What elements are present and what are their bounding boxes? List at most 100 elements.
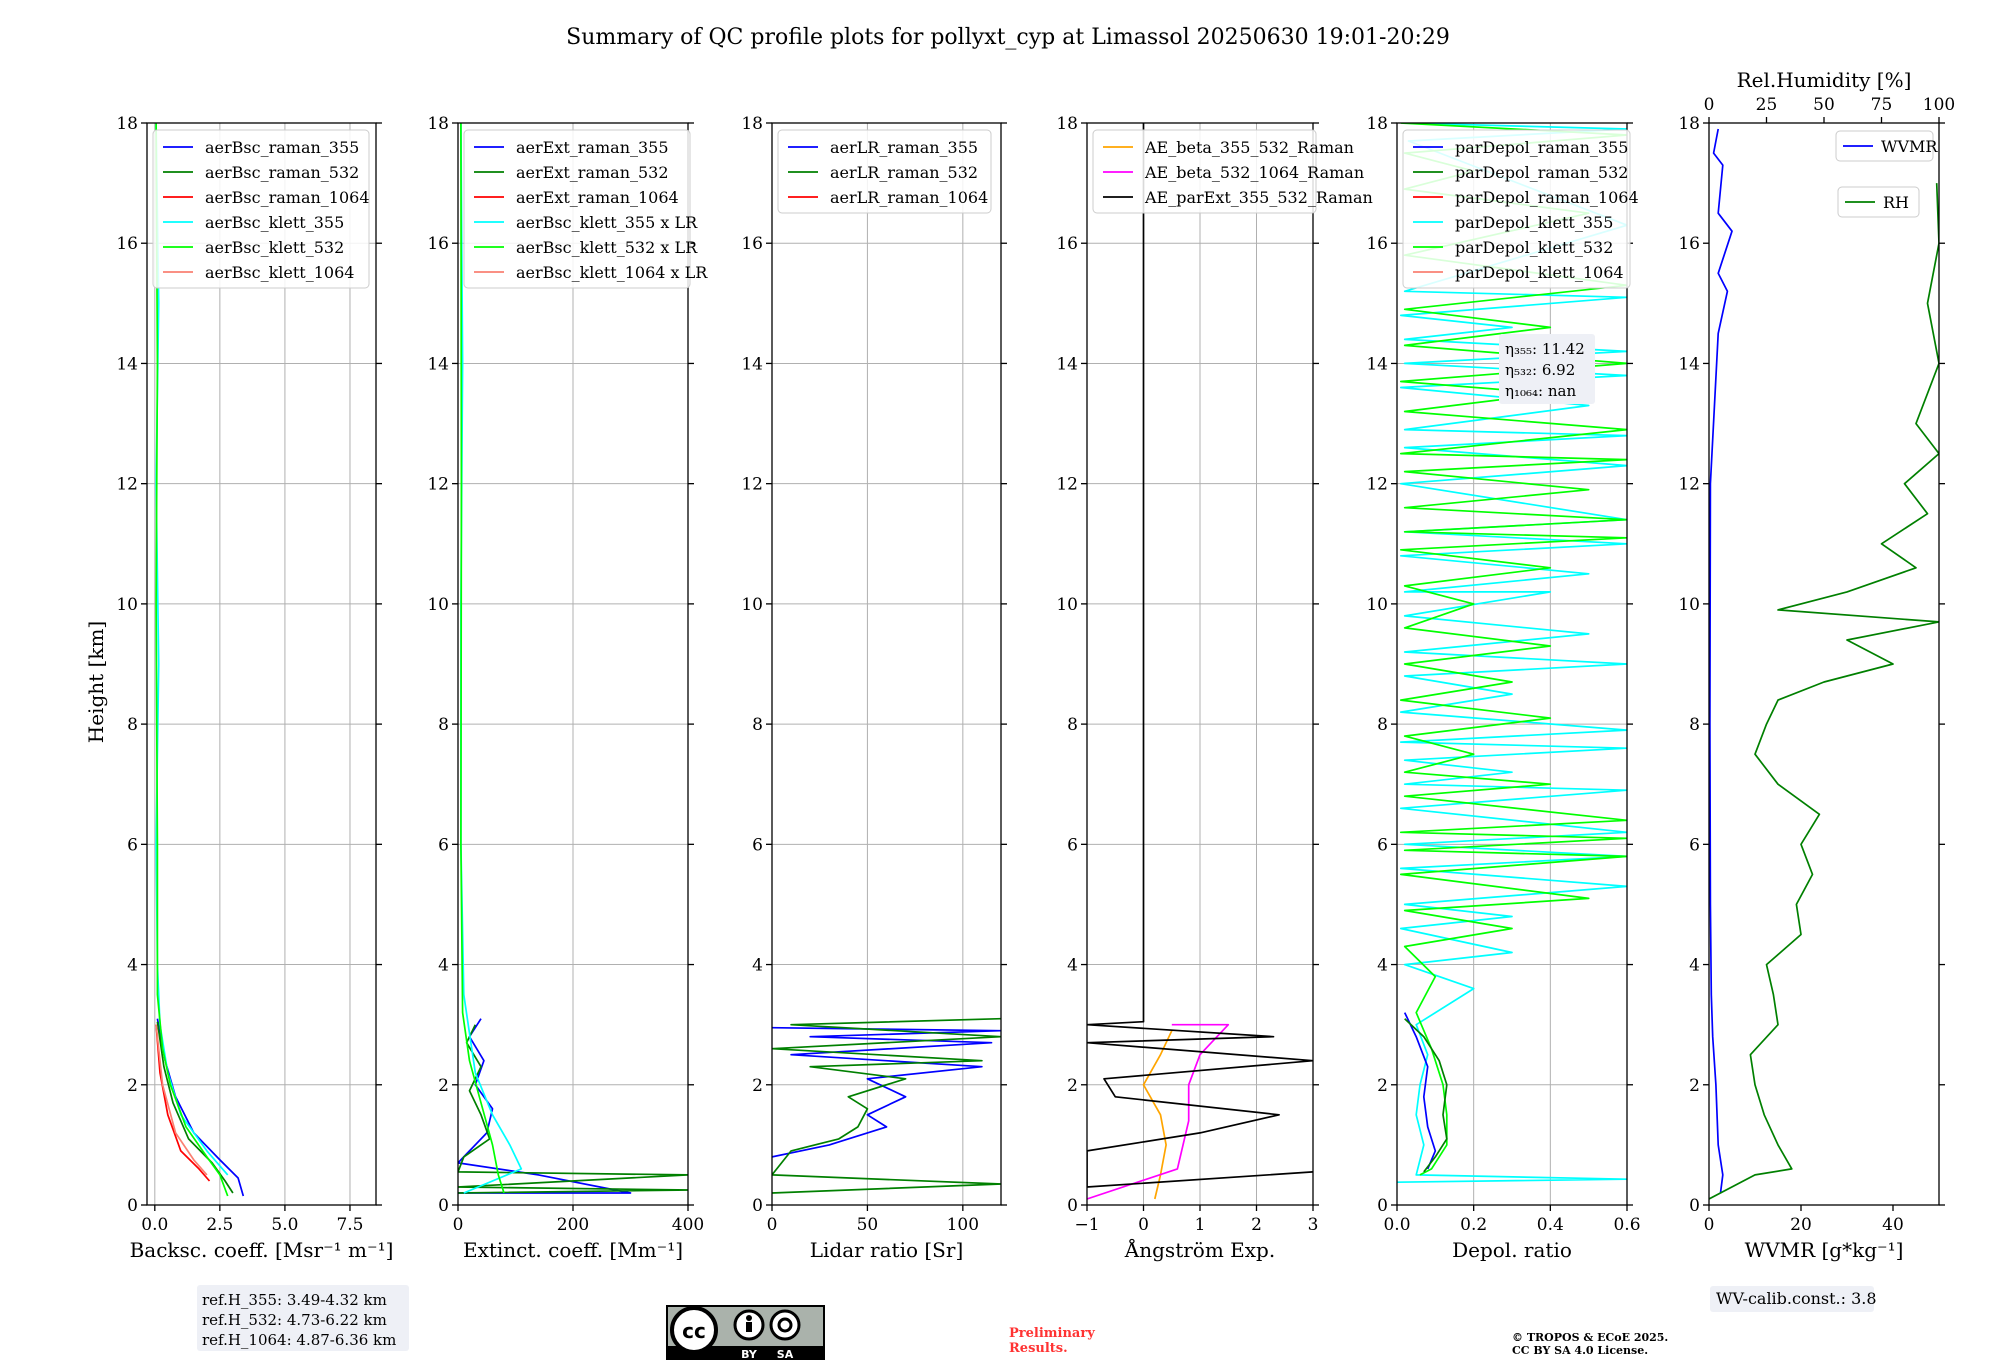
- y-tick-label: 12: [1056, 475, 1078, 495]
- legend-label-wvmr: WVMR: [1881, 137, 1938, 156]
- depol-annotation-box: [1499, 334, 1595, 404]
- preliminary-label-line2: Results.: [1009, 1341, 1068, 1356]
- series-line-aerExt_raman_532: [458, 1024, 688, 1194]
- x-axis-label: Depol. ratio: [1452, 1238, 1572, 1262]
- ref-height-355: ref.H_355: 3.49-4.32 km: [202, 1291, 387, 1309]
- x2-axis-label: Rel.Humidity [%]: [1737, 68, 1912, 92]
- x-tick-label: 200: [557, 1215, 589, 1235]
- y-tick-label: 8: [127, 715, 138, 735]
- figure-title: Summary of QC profile plots for pollyxt_…: [566, 25, 1450, 50]
- series-line-parDepol_raman_532: [1404, 1018, 1448, 1173]
- y-tick-label: 4: [1689, 956, 1700, 976]
- series-line-parDepol_raman_355: [1403, 1012, 1437, 1170]
- legend-box-rh: [1837, 186, 1920, 218]
- series-line-aerBsc_raman_1064: [155, 1024, 211, 1182]
- series-line-aerBsc_raman_532: [156, 1021, 234, 1194]
- y-tick-label: 14: [741, 354, 763, 374]
- y-tick-label: 18: [1678, 114, 1700, 134]
- legend-label: aerBsc_klett_532 x LR: [516, 238, 698, 257]
- y-tick-label: 18: [427, 114, 449, 134]
- x-tick-label: 0: [453, 1215, 464, 1235]
- series-line-parDepol_klett_355: [1397, 123, 1627, 1184]
- cc-sa-label: SA: [777, 1348, 794, 1360]
- x-tick-label: 0.4: [1537, 1215, 1564, 1235]
- legend-label: parDepol_raman_1064: [1455, 188, 1639, 207]
- x-tick-label: 100: [947, 1215, 979, 1235]
- series-group: [772, 1017, 1001, 1194]
- legend-box: [777, 129, 992, 214]
- y-tick-label: 8: [1067, 715, 1078, 735]
- cc-icon: [670, 1306, 718, 1354]
- y-tick-label: 10: [1678, 595, 1700, 615]
- series-line-aerBsc_klett_1064: [155, 1024, 208, 1176]
- legend-label: AE_parExt_355_532_Raman: [1144, 188, 1373, 207]
- y-tick-label: 14: [116, 354, 138, 374]
- x-tick-label: 0: [1704, 1215, 1715, 1235]
- y-tick-label: 16: [116, 234, 138, 254]
- wv-calib-constant: WV-calib.const.: 3.8: [1716, 1289, 1877, 1308]
- copyright-line2: CC BY SA 4.0 License.: [1512, 1344, 1648, 1357]
- x2-tick-label: 100: [1923, 95, 1955, 115]
- series-group: [1709, 128, 1939, 1200]
- y-tick-label: 16: [1678, 234, 1700, 254]
- y-tick-label: 16: [1366, 234, 1388, 254]
- y-tick-label: 18: [1366, 114, 1388, 134]
- legend-box-wvmr: [1835, 130, 1934, 162]
- series-group: [1397, 123, 1627, 1184]
- series-group: [458, 123, 688, 1194]
- y-tick-label: 8: [1377, 715, 1388, 735]
- legend-label: parDepol_klett_1064: [1455, 263, 1624, 282]
- x-tick-label: 40: [1882, 1215, 1904, 1235]
- depol-annotation-line: η₁₀₆₄: nan: [1505, 382, 1576, 400]
- y-axis-label: Height [km]: [84, 621, 108, 743]
- ref-heights-background: [197, 1285, 409, 1351]
- y-tick-label: 12: [741, 475, 763, 495]
- y-tick-label: 4: [438, 956, 449, 976]
- series-line-AE_beta_532_1064_Raman: [1087, 1023, 1230, 1200]
- y-tick-label: 16: [427, 234, 449, 254]
- series-line-AE_parExt_355_532_Raman: [1087, 123, 1313, 1188]
- x-tick-label: −1: [1074, 1215, 1099, 1235]
- x-tick-label: 0.2: [1460, 1215, 1487, 1235]
- x-axis-label: WVMR [g*kg⁻¹]: [1745, 1238, 1904, 1262]
- legend-label: aerBsc_klett_355 x LR: [516, 213, 698, 232]
- series-line-AE_beta_355_532_Raman: [1142, 1030, 1173, 1200]
- y-tick-label: 0: [127, 1196, 138, 1216]
- x-tick-label: 0.0: [1383, 1215, 1410, 1235]
- legend-label: aerBsc_raman_532: [205, 163, 359, 182]
- x-axis-label: Lidar ratio [Sr]: [810, 1238, 964, 1262]
- legend-label: parDepol_klett_355: [1455, 213, 1613, 232]
- y-tick-label: 10: [427, 595, 449, 615]
- y-tick-label: 8: [438, 715, 449, 735]
- ref-height-532: ref.H_532: 4.73-6.22 km: [202, 1311, 387, 1329]
- legend-label: aerBsc_klett_1064 x LR: [516, 263, 708, 282]
- y-tick-label: 10: [1366, 595, 1388, 615]
- x-axis-label: Ångström Exp.: [1124, 1237, 1275, 1262]
- panel-5: 0 2 4 6 8 10 12 14 16 18 0.0 0.2 0.4 0.6 Depol. ratio p…: [1366, 114, 1640, 1262]
- y-tick-label: 18: [116, 114, 138, 134]
- preliminary-label-line1: Preliminary: [1009, 1326, 1095, 1341]
- y-tick-label: 14: [1678, 354, 1700, 374]
- series-line-aerBsc_klett_532 x LR: [460, 123, 505, 1194]
- x2-tick-label: 0: [1704, 95, 1715, 115]
- x-tick-label: 2: [1251, 1215, 1262, 1235]
- y-tick-label: 4: [127, 956, 138, 976]
- y-tick-label: 16: [741, 234, 763, 254]
- x-tick-label: 400: [672, 1215, 704, 1235]
- x-tick-label: 1: [1195, 1215, 1206, 1235]
- sa-sharealike-icon: [769, 1309, 801, 1341]
- y-tick-label: 0: [438, 1196, 449, 1216]
- y-tick-label: 10: [741, 595, 763, 615]
- y-tick-label: 12: [427, 475, 449, 495]
- series-line-parDepol_klett_532: [1399, 123, 1627, 1176]
- legend-label: aerExt_raman_355: [516, 138, 669, 157]
- y-tick-label: 0: [1067, 1196, 1078, 1216]
- y-tick-label: 0: [1377, 1196, 1388, 1216]
- x-tick-label: 0.0: [141, 1215, 168, 1235]
- legend-label: parDepol_raman_532: [1455, 163, 1628, 182]
- y-tick-label: 6: [127, 835, 138, 855]
- ref-height-1064: ref.H_1064: 4.87-6.36 km: [202, 1331, 396, 1349]
- x-tick-label: 2.5: [206, 1215, 233, 1235]
